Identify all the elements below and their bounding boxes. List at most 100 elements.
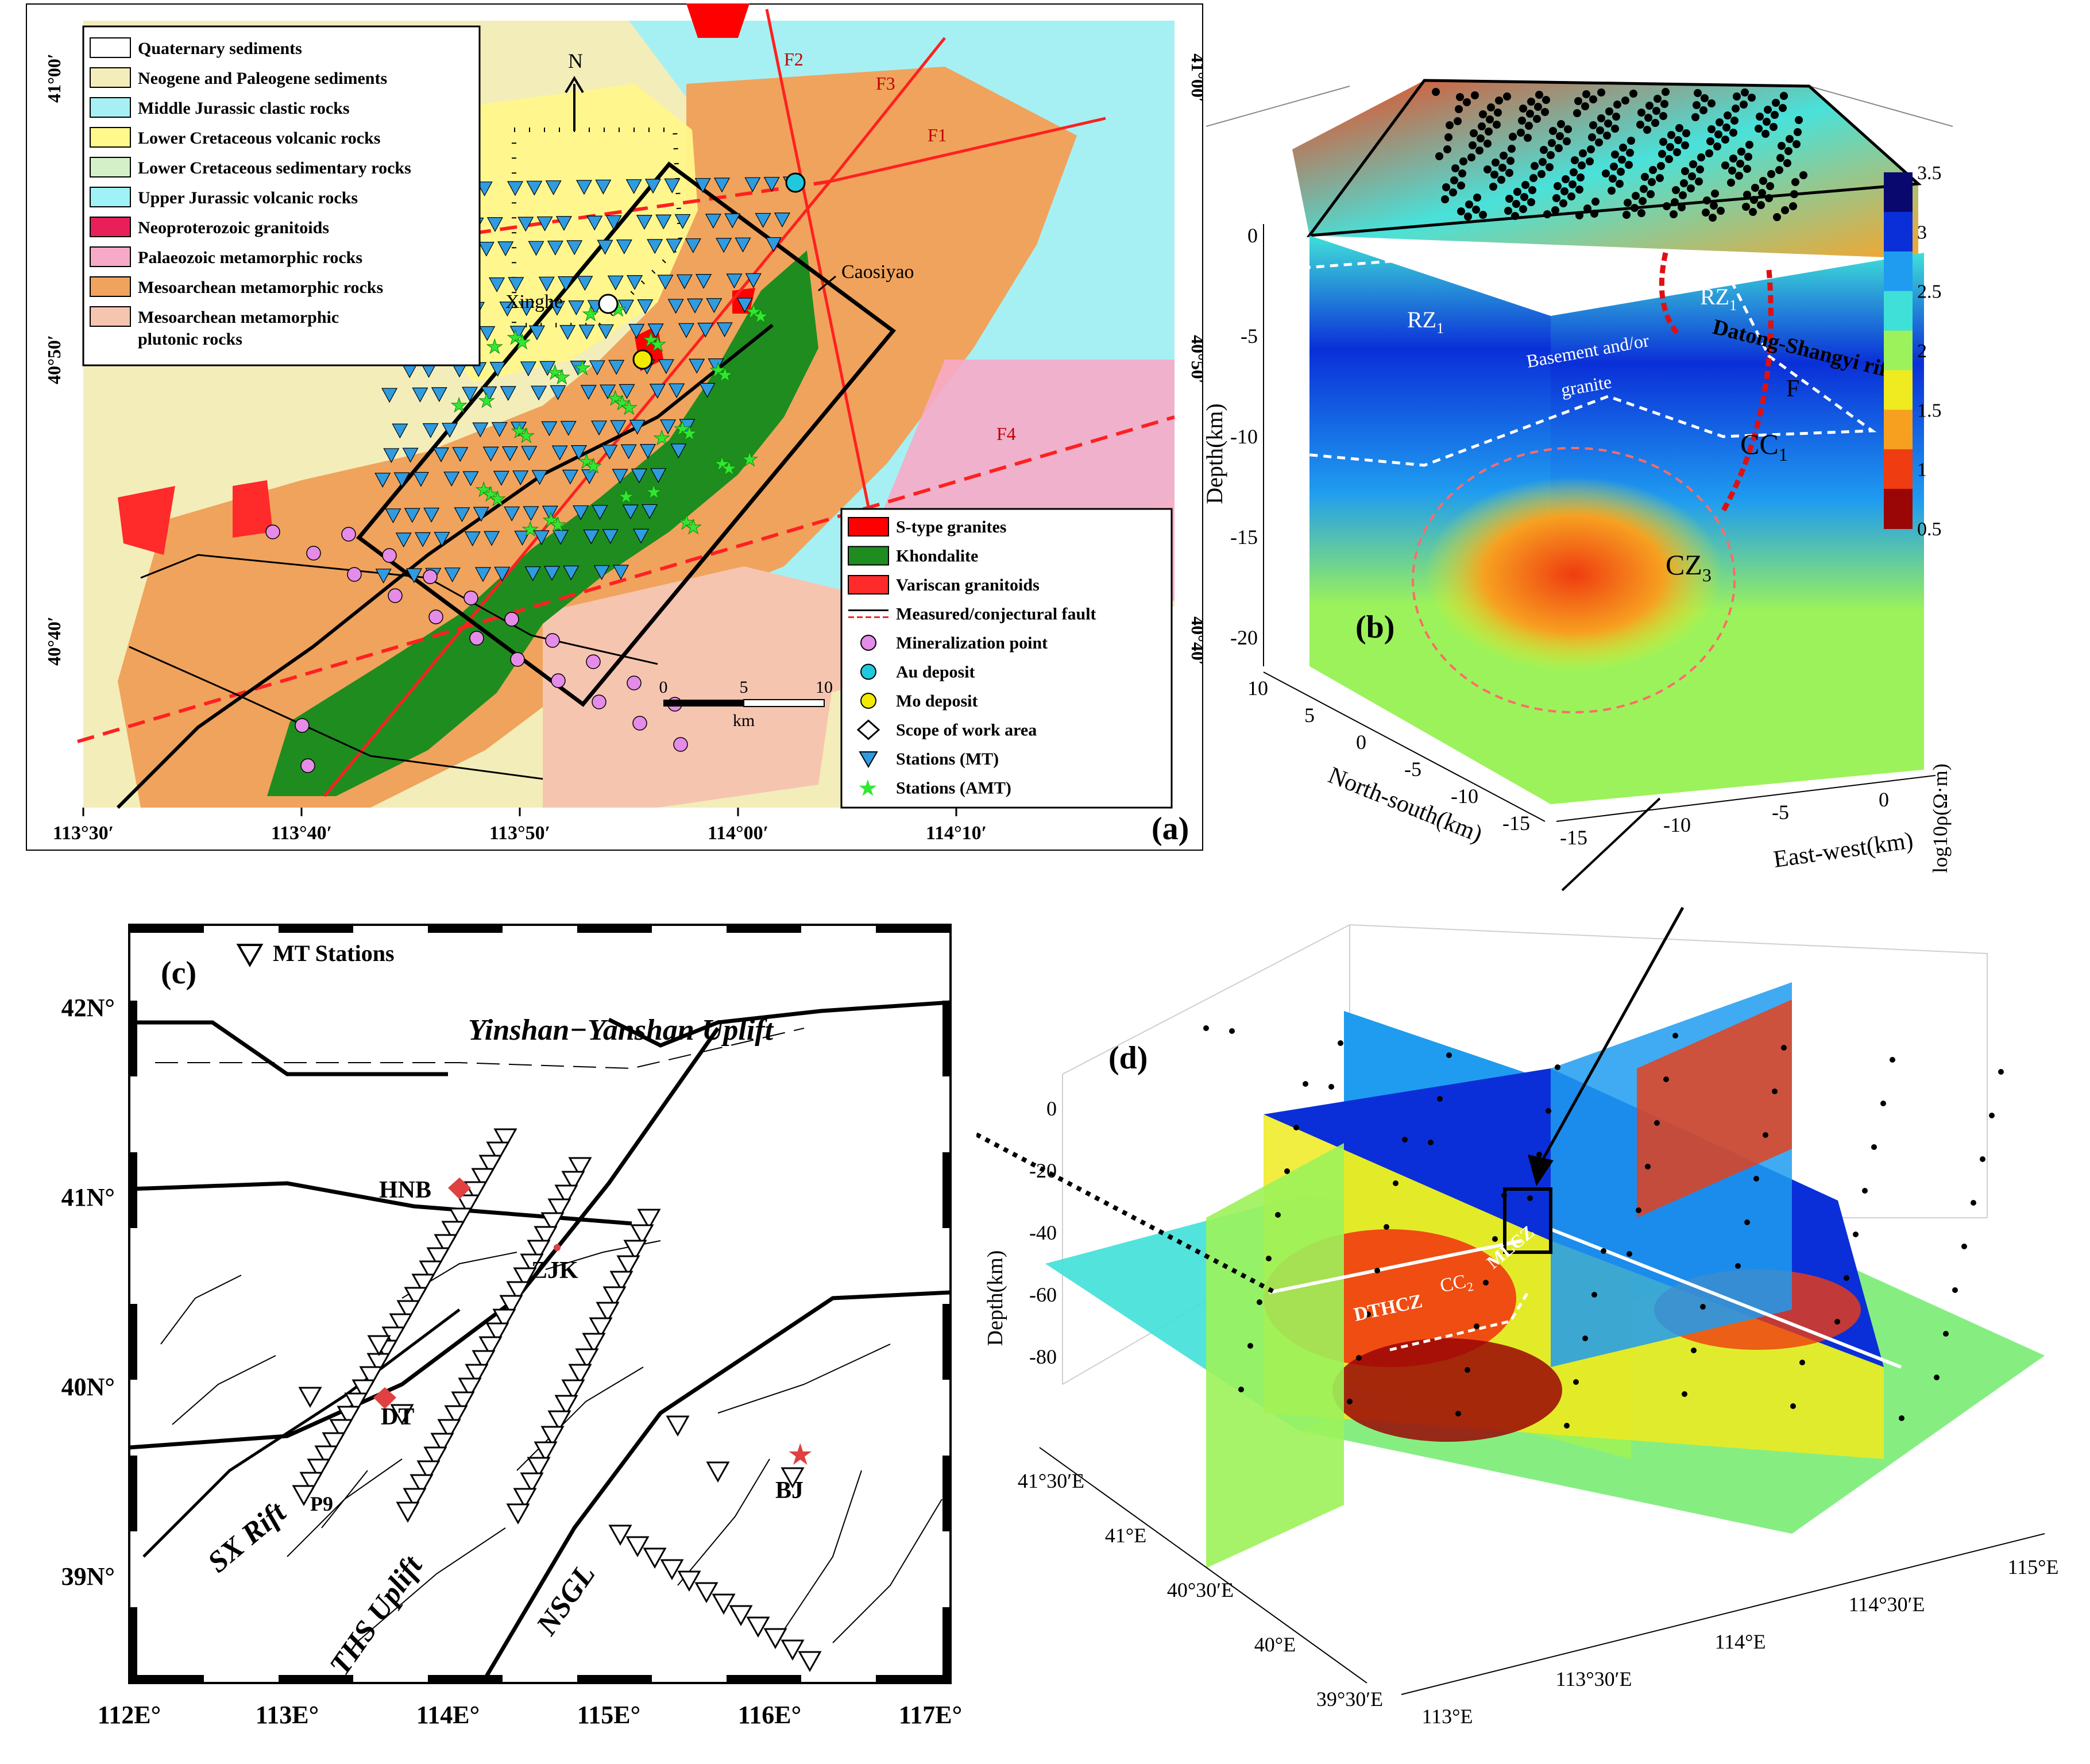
mt-station-icon (551, 445, 568, 461)
mt-station-icon (478, 1155, 503, 1176)
svg-text:-60: -60 (1029, 1283, 1057, 1306)
mineralization-point-icon (306, 546, 321, 561)
mt-station-icon (472, 1350, 496, 1372)
mt-station-icon (589, 360, 605, 376)
mt-station-icon (541, 421, 558, 437)
mo-deposit-marker (632, 349, 653, 370)
mt-station-icon (528, 241, 544, 256)
mt-station-icon (649, 384, 666, 399)
mt-station-icon (404, 1287, 428, 1308)
svg-text:112E°: 112E° (98, 1701, 161, 1729)
city-zjk: ZJK (531, 1257, 578, 1284)
legend-swatch (90, 246, 131, 267)
mt-station-icon (555, 216, 572, 231)
depth-ticks-b: 0 -5 -10 -15 -20 (1230, 224, 1258, 649)
svg-text:-5: -5 (1404, 758, 1421, 781)
mt-station-icon (434, 1234, 458, 1256)
mt-station-icon (419, 1260, 443, 1282)
svg-text:40°50′: 40°50′ (1188, 335, 1203, 384)
svg-text:114°E: 114°E (1714, 1630, 1766, 1653)
fault-label-f1: F1 (928, 125, 947, 145)
mt-station-icon (486, 1141, 510, 1163)
mt-station-icon (660, 419, 677, 435)
svg-text:114E°: 114E° (416, 1701, 480, 1729)
rz1-right-label: RZ1 (1700, 284, 1737, 314)
amt-station-icon: ★ (709, 360, 727, 381)
mineralization-point-icon (347, 567, 362, 582)
svg-text:-10: -10 (1230, 425, 1258, 448)
mt-station-icon (765, 237, 782, 252)
mt-station-icon (586, 215, 603, 231)
mt-station-icon (518, 301, 535, 316)
legend-symbol (848, 609, 888, 618)
svg-text:113°E: 113°E (1421, 1705, 1473, 1728)
amt-station-icon: ★ (716, 365, 733, 386)
panel-d: DTHCZ CC2 MLCZ (d) 0 -20 -40 -60 -80 Depth(k… (975, 896, 2090, 1761)
mt-station-icon (713, 177, 731, 193)
mt-station-icon (612, 565, 629, 580)
dt-marker (373, 1387, 396, 1409)
legend-label: Measured/conjectural fault (896, 605, 1096, 624)
legend-label: Mo deposit (896, 692, 978, 711)
legend-label: Au deposit (896, 663, 975, 682)
mt-station-icon (697, 322, 714, 338)
mt-station-icon (633, 528, 650, 544)
mt-station-icon (478, 241, 495, 257)
mt-station-icon (639, 443, 656, 459)
mt-station-icon (706, 1461, 730, 1483)
mt-station-icon (441, 1221, 465, 1242)
mt-station-icon (637, 1209, 661, 1230)
mt-station-icon (657, 275, 674, 290)
mt-station-icon (434, 531, 450, 547)
mt-station-icon (547, 240, 563, 256)
svg-text:41°00′: 41°00′ (44, 53, 64, 103)
mineralization-point-icon (586, 654, 601, 669)
mineralization-point-icon (428, 609, 443, 624)
mt-station-icon (431, 387, 447, 402)
d-ylabel: Depth(km) (983, 1250, 1007, 1346)
rz1-left-label: RZ1 (1407, 307, 1444, 337)
svg-text:3.5: 3.5 (1917, 163, 1942, 184)
mt-station-icon (670, 443, 687, 459)
mineralization-point-icon (295, 718, 310, 733)
mineralization-point-icon (592, 694, 606, 709)
svg-text:41°00′: 41°00′ (1188, 53, 1203, 103)
svg-text:10: 10 (816, 678, 833, 697)
mt-station-icon (581, 469, 598, 484)
mt-station-icon (781, 1639, 805, 1661)
mt-station-icon (636, 215, 652, 230)
legend-symbol: ★ (857, 775, 878, 801)
amt-station-icon: ★ (511, 421, 528, 442)
svg-text:-5: -5 (1772, 801, 1789, 824)
mt-station-icon (566, 240, 583, 256)
amt-station-icon: ★ (482, 484, 499, 505)
mt-station-icon (685, 238, 701, 253)
mt-station-icon (462, 387, 478, 402)
mt-station-icon (512, 470, 529, 485)
mt-station-icon (745, 273, 762, 288)
mt-station-icon (520, 1472, 544, 1494)
mt-station-icon (650, 468, 667, 483)
mt-station-icon (507, 181, 524, 196)
mt-station-icon (444, 1405, 468, 1427)
legend-label: Quaternary sediments (138, 39, 302, 58)
legend-symbol (848, 575, 889, 595)
mt-station-icon (482, 446, 499, 462)
mt-station-icon (755, 213, 771, 228)
mt-station-icon (549, 300, 566, 316)
legend-swatch (90, 67, 131, 88)
amt-station-icon: ★ (642, 330, 659, 351)
svg-text:-20: -20 (1230, 626, 1258, 649)
amt-station-icon: ★ (713, 454, 731, 475)
mineralization-point-icon (510, 652, 525, 667)
legend-label: Stations (AMT) (896, 779, 1011, 798)
svg-text:39N°: 39N° (61, 1562, 115, 1591)
mt-station-icon (763, 177, 780, 192)
mt-station-icon (497, 241, 514, 257)
fault-label-f4: F4 (996, 423, 1016, 444)
mt-station-icon (726, 273, 743, 289)
mineralization-point-icon (382, 548, 397, 563)
amt-station-icon: ★ (574, 358, 591, 379)
mt-station-icon (494, 566, 511, 582)
mt-station-icon (622, 504, 639, 520)
